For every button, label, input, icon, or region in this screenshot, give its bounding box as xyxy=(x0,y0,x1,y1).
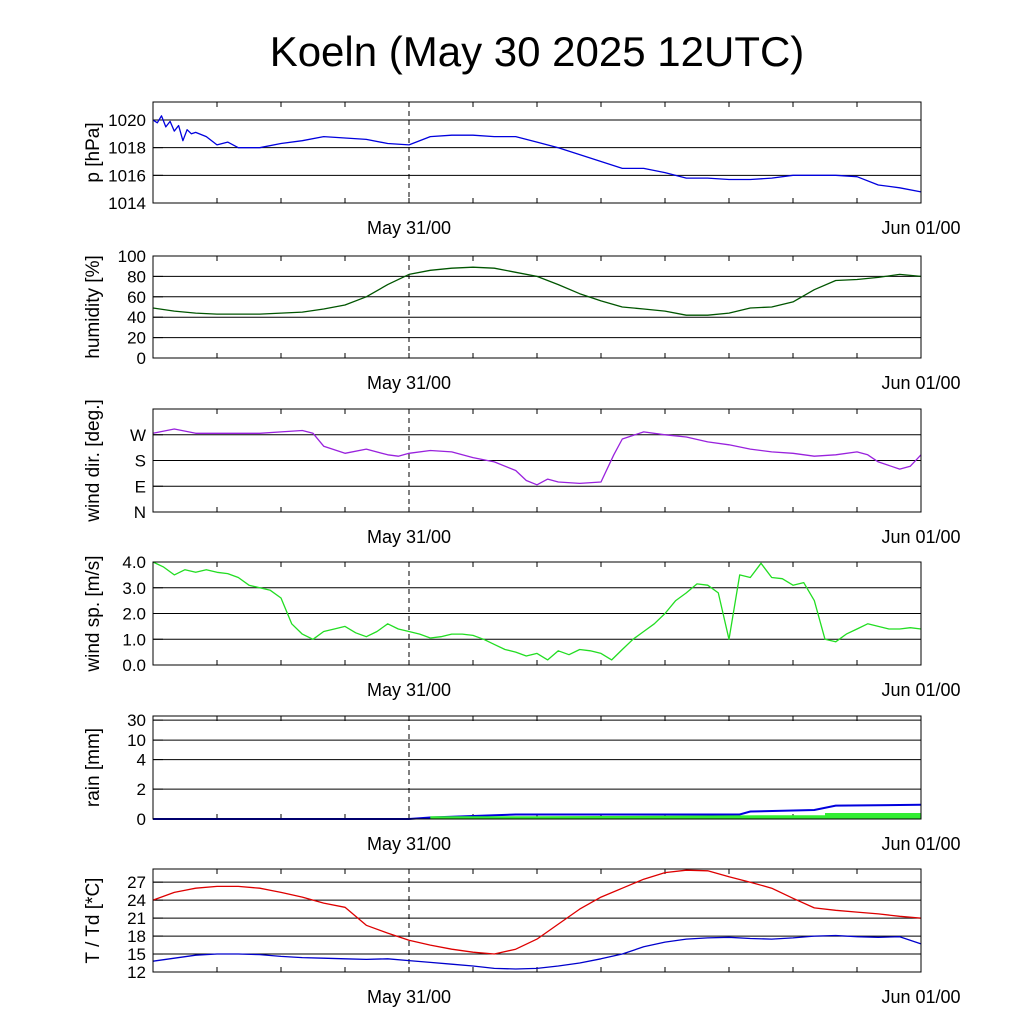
wind-speed-ytick-label: 2.0 xyxy=(122,605,146,624)
rain-xlabel: Jun 01/00 xyxy=(881,834,960,854)
pressure-line-0 xyxy=(152,115,922,193)
wind-direction-xlabel: Jun 01/00 xyxy=(881,527,960,547)
humidity-line-0 xyxy=(152,266,922,316)
rain-ylabel: rain [mm] xyxy=(83,728,104,807)
rain-ytick-label: 4 xyxy=(137,751,146,770)
humidity-ylabel: humidity [%] xyxy=(83,255,104,358)
temperature-ytick-label: 27 xyxy=(127,873,146,892)
wind-direction-ytick-label: W xyxy=(130,426,146,445)
humidity-xlabel: May 31/00 xyxy=(367,373,451,393)
humidity-ytick-label: 20 xyxy=(127,329,146,348)
rain-frame xyxy=(152,715,922,820)
rain-ytick-label: 10 xyxy=(127,731,146,750)
temperature-frame xyxy=(152,868,922,973)
rain-line-0 xyxy=(153,803,922,820)
humidity-ytick-label: 60 xyxy=(127,288,146,307)
wind-speed-ytick-label: 1.0 xyxy=(122,630,146,649)
temperature-line-1 xyxy=(152,934,922,970)
humidity-ytick-label: 80 xyxy=(127,267,146,286)
temperature-ytick-label: 24 xyxy=(127,891,146,910)
wind-direction-ytick-label: E xyxy=(135,477,146,496)
chart-title: Koeln (May 30 2025 12UTC) xyxy=(270,28,805,75)
wind-speed-frame xyxy=(152,561,922,666)
humidity-xlabel: Jun 01/00 xyxy=(881,373,960,393)
rain-ytick-label: 0 xyxy=(137,810,146,829)
pressure-xlabel: May 31/00 xyxy=(367,218,451,238)
wind-speed-ytick-label: 0.0 xyxy=(122,656,146,675)
temperature-ytick-label: 18 xyxy=(127,927,146,946)
wind-direction-ytick-label: S xyxy=(135,452,146,471)
wind-speed-ytick-label: 3.0 xyxy=(122,579,146,598)
temperature-xlabel: May 31/00 xyxy=(367,987,451,1007)
temperature-xlabel: Jun 01/00 xyxy=(881,987,960,1007)
pressure-frame xyxy=(152,101,922,204)
temperature-ytick-label: 15 xyxy=(127,945,146,964)
temperature-ytick-label: 12 xyxy=(127,963,146,982)
pressure-ytick-label: 1014 xyxy=(108,194,146,213)
wind-direction-frame xyxy=(152,408,922,513)
wind-speed-line-0 xyxy=(152,561,922,661)
humidity-ytick-label: 40 xyxy=(127,308,146,327)
temperature-ytick-label: 21 xyxy=(127,909,146,928)
wind-speed-ylabel: wind sp. [m/s] xyxy=(83,555,104,672)
wind-direction-line-0 xyxy=(152,428,922,486)
wind-direction-xlabel: May 31/00 xyxy=(367,527,451,547)
wind-speed-ytick-label: 4.0 xyxy=(122,553,146,572)
rain-ytick-label: 2 xyxy=(137,780,146,799)
pressure-ytick-label: 1018 xyxy=(108,139,146,158)
temperature-line-0 xyxy=(152,869,922,955)
pressure-ytick-label: 1016 xyxy=(108,166,146,185)
wind-speed-xlabel: Jun 01/00 xyxy=(881,680,960,700)
rain-ytick-label: 30 xyxy=(127,711,146,730)
pressure-ylabel: p [hPa] xyxy=(83,122,104,182)
temperature-ylabel: T / Td [*C] xyxy=(83,878,104,964)
rain-xlabel: May 31/00 xyxy=(367,834,451,854)
humidity-frame xyxy=(152,255,922,359)
humidity-ytick-label: 100 xyxy=(118,247,146,266)
wind-direction-ytick-label: N xyxy=(134,503,146,522)
pressure-ytick-label: 1020 xyxy=(108,111,146,130)
humidity-ytick-label: 0 xyxy=(137,349,146,368)
wind-speed-xlabel: May 31/00 xyxy=(367,680,451,700)
pressure-xlabel: Jun 01/00 xyxy=(881,218,960,238)
rain-area-1 xyxy=(430,813,921,819)
wind-direction-ylabel: wind dir. [deg.] xyxy=(83,399,104,523)
